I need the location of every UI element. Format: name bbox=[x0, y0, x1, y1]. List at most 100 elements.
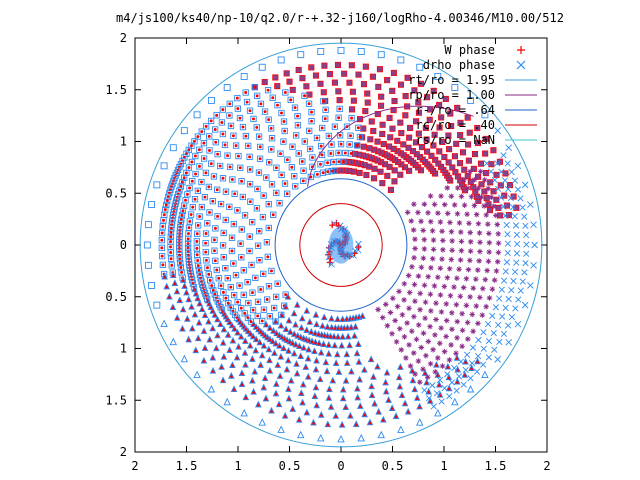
dot-marker bbox=[270, 182, 274, 186]
open-square-marker bbox=[192, 152, 199, 160]
open-square-marker bbox=[238, 226, 245, 233]
open-square-marker bbox=[232, 271, 240, 279]
asterisk-marker bbox=[435, 355, 441, 361]
triangle-dot bbox=[280, 336, 284, 340]
cross-marker bbox=[505, 144, 513, 152]
square-marker bbox=[387, 134, 394, 141]
open-square-marker bbox=[179, 157, 186, 165]
asterisk-marker bbox=[485, 258, 492, 265]
dot-marker bbox=[215, 268, 219, 272]
triangle-dot bbox=[295, 363, 298, 366]
asterisk-marker bbox=[432, 332, 438, 338]
triangle-dot bbox=[208, 339, 211, 342]
circle-rt-ro-1-95 bbox=[139, 42, 543, 448]
asterisk-marker bbox=[409, 264, 415, 270]
asterisk-marker bbox=[475, 185, 481, 192]
triangle-dot bbox=[268, 327, 272, 331]
triangle-dot bbox=[278, 375, 282, 379]
dot-marker bbox=[307, 129, 311, 133]
open-square-marker bbox=[219, 106, 226, 113]
dot-marker bbox=[169, 226, 173, 230]
x-tick-label: 0.5 bbox=[382, 459, 404, 473]
cross-marker bbox=[480, 329, 487, 336]
triangle-dot bbox=[274, 343, 278, 346]
asterisk-marker bbox=[458, 238, 465, 245]
triangle-dot bbox=[446, 366, 450, 369]
open-square-marker bbox=[159, 261, 167, 268]
triangle-dot bbox=[181, 328, 184, 331]
y-tick-label: 2 bbox=[120, 445, 127, 459]
cross-marker bbox=[504, 160, 511, 167]
cross-marker bbox=[521, 301, 529, 309]
legend-label: W phase bbox=[444, 43, 495, 57]
dot-marker bbox=[187, 166, 191, 170]
dot-marker bbox=[276, 103, 279, 107]
open-square-marker bbox=[322, 106, 329, 113]
outer-open-square bbox=[434, 73, 442, 80]
triangle-dot bbox=[243, 352, 247, 355]
asterisk-marker bbox=[438, 309, 445, 315]
outer-open-square bbox=[317, 48, 325, 55]
dot-marker bbox=[219, 284, 223, 288]
square-marker bbox=[415, 109, 422, 116]
triangle-dot bbox=[257, 404, 260, 407]
cross-marker bbox=[503, 221, 510, 229]
triangle-dot bbox=[324, 361, 328, 365]
triangle-dot bbox=[278, 334, 281, 338]
triangle-dot bbox=[279, 325, 283, 328]
cross-marker bbox=[489, 312, 496, 319]
triangle-dot bbox=[302, 384, 305, 387]
open-square-marker bbox=[274, 102, 281, 109]
square-marker bbox=[289, 86, 296, 93]
dot-marker bbox=[243, 311, 247, 315]
open-square-marker bbox=[263, 296, 271, 303]
dot-marker bbox=[204, 232, 208, 236]
open-square-marker bbox=[211, 291, 218, 298]
square-marker bbox=[364, 90, 371, 97]
dot-marker bbox=[269, 126, 273, 130]
dot-marker bbox=[178, 261, 182, 265]
open-square-marker bbox=[196, 213, 203, 220]
open-square-marker bbox=[343, 123, 351, 130]
asterisk-marker bbox=[425, 273, 431, 280]
open-square-marker bbox=[337, 140, 345, 148]
dot-marker bbox=[296, 114, 300, 118]
dot-marker bbox=[202, 157, 206, 161]
open-square-marker bbox=[235, 152, 242, 160]
square-marker bbox=[438, 114, 445, 121]
cross-marker bbox=[503, 259, 511, 266]
open-square-marker bbox=[177, 183, 184, 190]
open-square-marker bbox=[183, 169, 190, 176]
open-square-marker bbox=[291, 104, 299, 111]
triangle-dot bbox=[264, 324, 268, 327]
asterisk-marker bbox=[443, 301, 450, 307]
open-square-marker bbox=[293, 132, 300, 139]
outer-open-square bbox=[207, 96, 215, 104]
triangle-dot bbox=[244, 328, 248, 331]
cross-marker bbox=[492, 304, 500, 311]
asterisk-marker bbox=[463, 275, 470, 282]
open-square-marker bbox=[244, 278, 251, 286]
triangle-dot bbox=[322, 343, 325, 347]
triangle-dot bbox=[329, 335, 332, 339]
dot-marker bbox=[188, 219, 192, 223]
triangle-dot bbox=[213, 314, 217, 317]
open-square-marker bbox=[245, 142, 252, 150]
dot-marker bbox=[261, 272, 265, 276]
open-square-marker bbox=[211, 247, 218, 254]
open-square-marker bbox=[184, 240, 192, 247]
open-square-marker bbox=[206, 133, 213, 140]
square-marker bbox=[366, 145, 373, 152]
cross-marker bbox=[517, 195, 524, 202]
triangle-dot bbox=[196, 337, 200, 341]
open-square-marker bbox=[203, 257, 210, 264]
dot-marker bbox=[236, 300, 240, 304]
asterisk-marker bbox=[451, 202, 458, 208]
triangle-dot bbox=[305, 412, 309, 415]
triangle-dot bbox=[296, 304, 299, 307]
triangle-dot bbox=[190, 306, 193, 309]
triangle-dot bbox=[321, 325, 324, 328]
asterisk-marker bbox=[454, 318, 461, 325]
open-square-marker bbox=[214, 186, 221, 193]
dot-marker bbox=[212, 238, 216, 242]
